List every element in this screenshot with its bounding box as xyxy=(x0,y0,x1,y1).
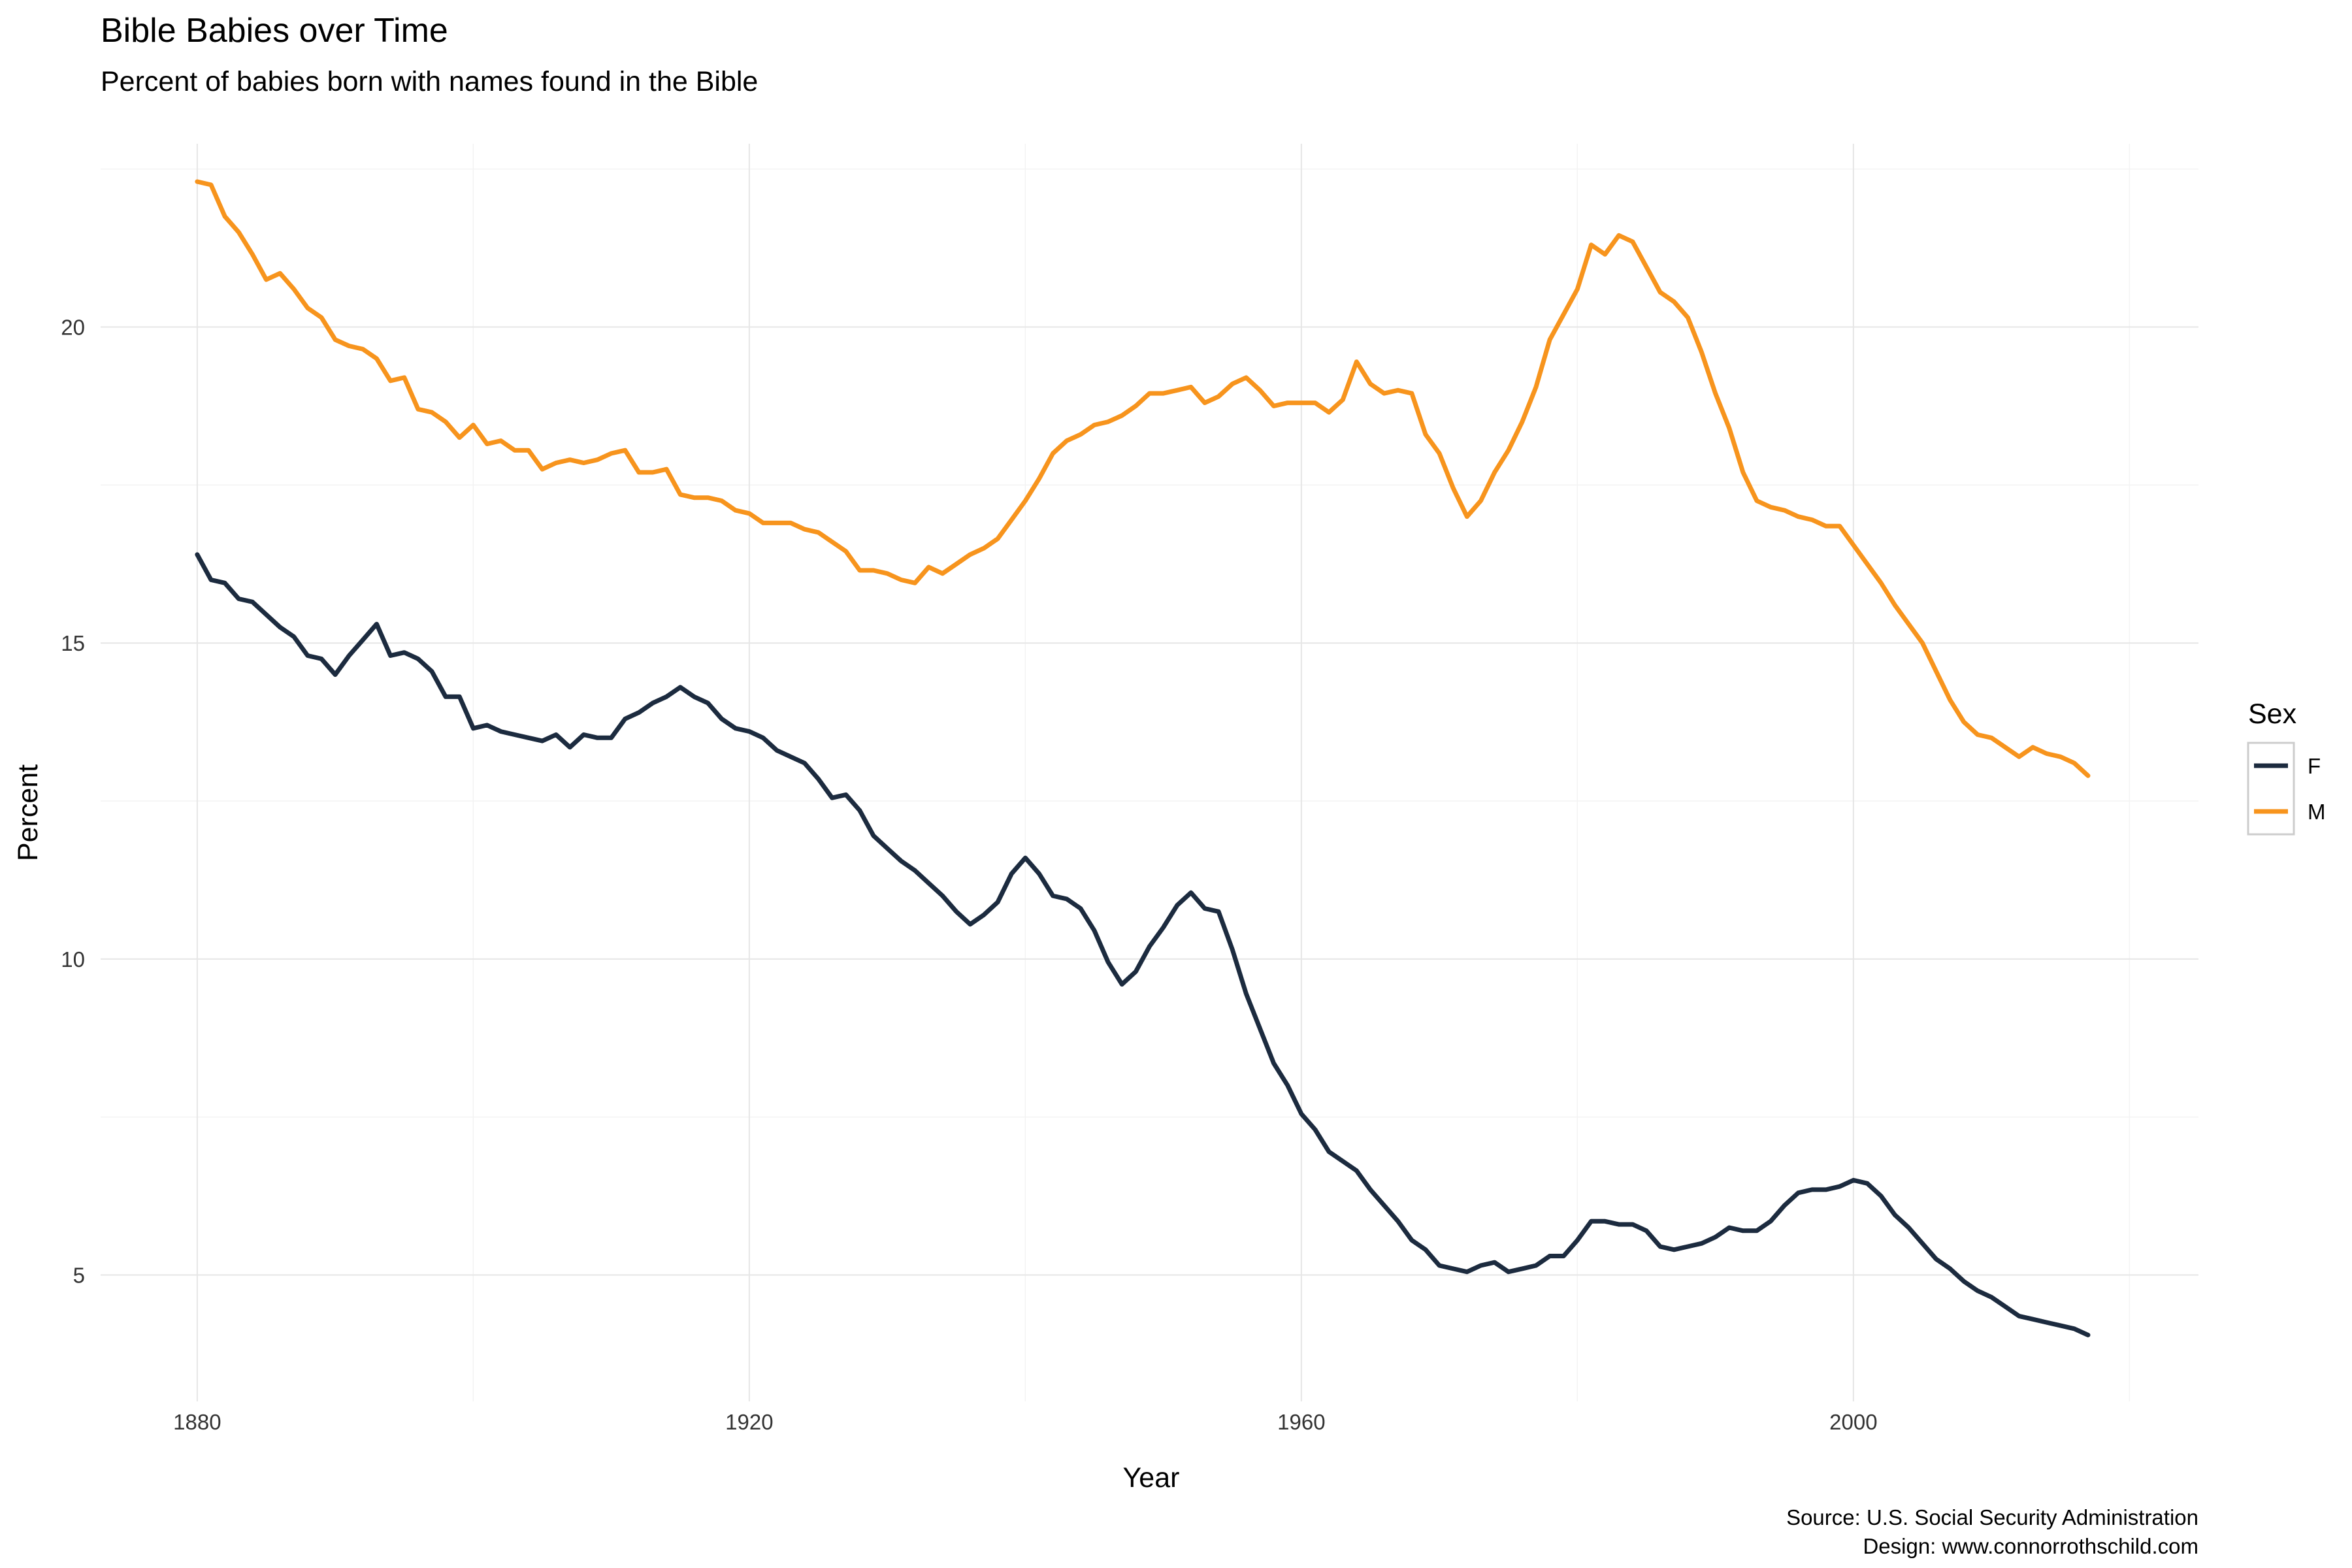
series-lines xyxy=(195,179,2091,1337)
legend-key-box xyxy=(2247,742,2295,836)
x-axis-label: Year xyxy=(1123,1462,1180,1494)
y-tick-label: 20 xyxy=(61,316,85,340)
y-axis-label: Percent xyxy=(12,764,44,861)
legend-label-M: M xyxy=(2308,800,2326,824)
y-tick-label: 5 xyxy=(73,1264,85,1288)
x-tick-label: 1960 xyxy=(1277,1410,1325,1434)
legend-label-F: F xyxy=(2308,754,2321,778)
grid-major xyxy=(101,144,2198,1401)
chart-subtitle: Percent of babies born with names found … xyxy=(101,66,758,97)
y-tick-label: 15 xyxy=(61,631,85,655)
x-axis-ticks: 1880 1920 1960 2000 xyxy=(173,1410,1877,1434)
legend-title: Sex xyxy=(2248,698,2297,730)
caption-source: Source: U.S. Social Security Administrat… xyxy=(1786,1505,2198,1529)
y-axis-ticks: 5 10 15 20 xyxy=(61,316,85,1288)
x-tick-label: 1920 xyxy=(725,1410,773,1434)
series-line-M xyxy=(195,179,2091,778)
x-tick-label: 1880 xyxy=(173,1410,221,1434)
x-tick-label: 2000 xyxy=(1829,1410,1877,1434)
series-line-F xyxy=(195,552,2091,1337)
legend: Sex FM xyxy=(2247,698,2326,836)
chart-title: Bible Babies over Time xyxy=(101,12,448,50)
y-tick-label: 10 xyxy=(61,947,85,972)
caption-design: Design: www.connorrothschild.com xyxy=(1863,1534,2198,1558)
grid-minor xyxy=(101,144,2198,1401)
